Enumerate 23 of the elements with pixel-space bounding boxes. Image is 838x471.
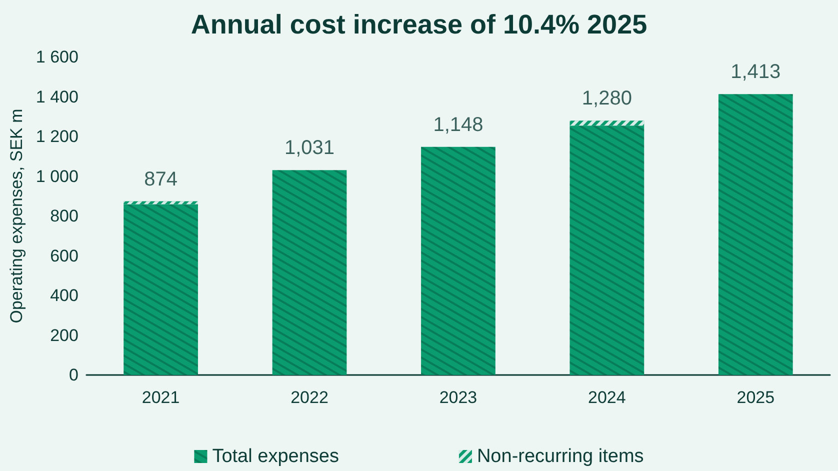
total-label: 1,413: [730, 61, 781, 84]
total-label: 874: [144, 168, 178, 190]
x-tick-label: 2022: [290, 388, 328, 407]
y-tick-label: 600: [50, 246, 78, 266]
y-tick-label: 1 400: [36, 87, 78, 106]
legend-label: Total expenses: [212, 446, 339, 467]
y-axis-title: Operating expenses, SEK m: [7, 108, 26, 324]
x-tick-label: 2023: [439, 388, 478, 407]
y-tick-label: 1 200: [36, 127, 78, 146]
y-tick-label: 400: [50, 286, 78, 305]
y-tick-label: 800: [50, 206, 78, 226]
x-tick-label: 2024: [588, 388, 626, 407]
y-tick-label: 1 600: [36, 48, 78, 66]
x-tick-label: 2021: [142, 388, 180, 407]
x-tick-label: 2025: [736, 388, 775, 407]
total-label: 1,031: [284, 137, 335, 160]
legend-label: Non-recurring items: [476, 446, 644, 467]
y-tick-label: 0: [68, 366, 78, 384]
chart-title: Annual cost increase of 10.4% 2025: [190, 10, 648, 40]
y-tick-label: 1 000: [36, 166, 78, 186]
total-label: 1,148: [433, 114, 484, 136]
total-label: 1,280: [582, 88, 632, 110]
y-tick-label: 200: [50, 326, 78, 345]
